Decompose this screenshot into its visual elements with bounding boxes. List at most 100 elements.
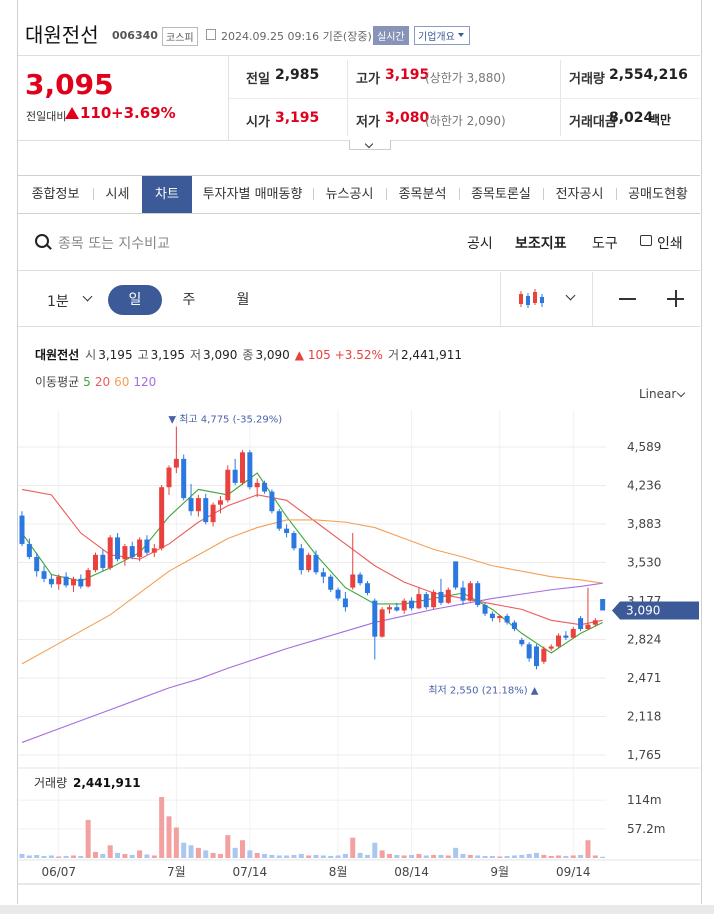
tab[interactable]: 공매도현황 (628, 187, 688, 202)
volume-bar (313, 854, 319, 858)
search-icon (35, 234, 49, 248)
candle-body (70, 578, 76, 586)
info-change: ▲ 105 (294, 348, 331, 362)
candle-body (548, 646, 554, 649)
volume-bar (570, 855, 576, 858)
volume-bar (357, 852, 363, 858)
scale-select[interactable]: Linear (639, 387, 677, 401)
tab[interactable]: 종합정보 (31, 187, 80, 202)
candle-body (541, 648, 547, 662)
up-triangle (65, 107, 79, 119)
toolbar-action[interactable]: 공시 (467, 236, 493, 252)
info-name: 대원전선 (35, 348, 80, 362)
volume-bar (276, 855, 282, 858)
candle-body (48, 578, 54, 585)
period-button[interactable]: 월 (236, 292, 250, 308)
volume-bar (26, 855, 32, 858)
volume-bar (56, 856, 62, 858)
candle-body (19, 515, 25, 544)
ma-line (21, 519, 603, 665)
tab[interactable]: 뉴스공시 (325, 187, 374, 202)
volume-bar (600, 856, 606, 858)
volume-bar (240, 840, 245, 858)
info-key: 고 (137, 348, 149, 362)
info-key: 종 (242, 348, 254, 362)
volume-bar (122, 853, 128, 858)
x-tick-label: 07/14 (233, 865, 268, 879)
volume-bar (262, 853, 268, 858)
tab[interactable]: 차트 (142, 176, 192, 213)
volume-bar (379, 850, 385, 858)
volume-bar (534, 852, 539, 858)
volume-bar (70, 855, 76, 858)
tab[interactable]: 전자공시 (555, 187, 604, 202)
tab[interactable]: 종목분석 (398, 187, 447, 202)
candle-body (276, 511, 282, 529)
company-info-button[interactable]: 기업개요 (414, 26, 470, 45)
candle-body (482, 605, 488, 614)
stock-name: 대원전선 (25, 23, 99, 47)
candle-body (489, 613, 495, 619)
price-change-pct: +3.69% (111, 104, 176, 122)
info-key: 거 (387, 348, 399, 362)
volume-bar (409, 854, 415, 858)
calendar-icon (206, 29, 216, 40)
page-frame (17, 0, 702, 904)
info-value: 3,090 (203, 348, 238, 362)
divider (18, 55, 700, 56)
search-input[interactable]: 종목 또는 지수비교 (58, 236, 170, 252)
candle-body (504, 615, 510, 623)
volume-bar (188, 845, 194, 858)
volume-bar (78, 855, 84, 858)
legend: 이동평균 5 20 60 120 (35, 373, 160, 390)
candle-body (585, 624, 591, 630)
candle-body (570, 629, 576, 638)
candle-body (409, 600, 415, 609)
toolbar-action[interactable]: 도구 (592, 236, 618, 252)
volume-bar (401, 855, 407, 858)
x-tick-label: 8월 (329, 865, 348, 879)
realtime-badge[interactable]: 실시간 (373, 26, 409, 45)
volume-bar (298, 853, 304, 858)
volume-bar (19, 853, 25, 858)
divider (592, 272, 593, 326)
interval-select[interactable]: 1분 (47, 294, 69, 310)
candle-body (195, 498, 201, 512)
period-button[interactable]: 일 (108, 285, 162, 315)
last-price-label: 3,090 (626, 603, 660, 617)
tab[interactable]: 시세 (105, 187, 130, 202)
quote-value: 3,195 (385, 67, 430, 83)
tab[interactable]: 투자자별 매매동향 (202, 187, 303, 202)
volume-bar (387, 853, 392, 858)
toolbar-action[interactable]: 인쇄 (657, 236, 683, 252)
zoom-out-button[interactable] (619, 298, 636, 300)
candle-body (291, 533, 297, 549)
annotation: 최저 2,550 (21.18%) ▲ (428, 684, 538, 696)
volume-bar (423, 855, 429, 858)
divider (18, 213, 700, 214)
current-price: 3,095 (25, 68, 114, 101)
market-badge: 코스피 (162, 27, 198, 46)
collapse-button[interactable] (349, 140, 391, 150)
volume-bar (291, 854, 297, 858)
x-tick-label: 09/14 (556, 865, 591, 879)
tab[interactable]: 종목토론실 (471, 187, 531, 202)
candle-body (364, 583, 370, 594)
info-value: 3,090 (255, 348, 290, 362)
toolbar-action[interactable]: 보조지표 (515, 236, 567, 252)
candle-body (467, 583, 473, 601)
volume-bar (394, 854, 400, 858)
candle-body (519, 639, 525, 645)
divider (459, 188, 460, 200)
volume-bar (416, 853, 422, 858)
candle-body (431, 591, 437, 608)
candle-body (166, 467, 172, 488)
candle-body (438, 591, 444, 603)
divider (500, 272, 501, 326)
candle-body (350, 574, 356, 588)
y-tick-label: 2,471 (627, 671, 661, 685)
chart-type-icon[interactable] (518, 288, 546, 310)
volume-bar (460, 853, 466, 858)
period-button[interactable]: 주 (182, 292, 196, 308)
